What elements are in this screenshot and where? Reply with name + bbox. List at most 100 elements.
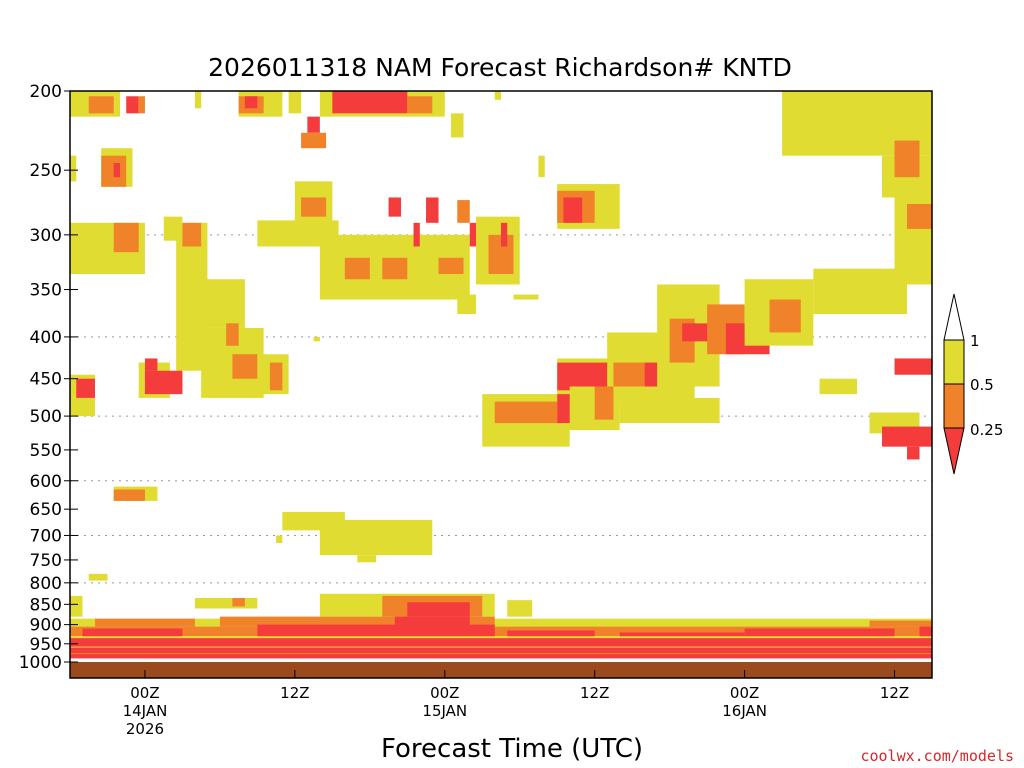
y-tick-label: 1000 <box>19 653 62 673</box>
heatmap-cell-red <box>70 648 1024 659</box>
heatmap-cell-red <box>426 197 438 222</box>
heatmap-cell-orange <box>770 300 801 333</box>
heatmap-cell-red <box>501 223 507 247</box>
heatmap-cell-yellow <box>1007 91 1019 105</box>
chart-title: 2026011318 NAM Forecast Richardson# KNTD <box>208 53 792 82</box>
heatmap-cell-yellow <box>813 269 907 314</box>
y-tick-label: 750 <box>30 551 62 571</box>
heatmap-cell-red <box>920 627 1024 639</box>
heatmap-cell-orange <box>1007 300 1019 319</box>
x-tick-label: 12Z <box>580 684 609 702</box>
heatmap-cell-orange <box>232 598 244 606</box>
heatmap-cell-orange <box>301 133 326 148</box>
heatmap-cell-orange <box>89 96 114 113</box>
heatmap-cell-yellow <box>314 337 320 341</box>
x-tick-label: 00Z <box>430 684 459 702</box>
x-tick-label: 12Z <box>280 684 309 702</box>
y-tick-label: 900 <box>30 616 62 636</box>
heatmap-cell-red <box>994 187 1024 258</box>
heatmap-cell-yellow <box>289 91 301 113</box>
x-tick-label: 16JAN <box>722 702 767 720</box>
heatmap-cell-orange <box>407 96 432 113</box>
x-tick-label: 12Z <box>880 684 909 702</box>
credit-link[interactable]: coolwx.com/models <box>860 747 1014 765</box>
y-tick-label: 450 <box>30 370 62 390</box>
heatmap-cell-yellow <box>820 379 857 394</box>
y-tick-label: 250 <box>30 161 62 181</box>
heatmap-cell-orange <box>182 223 201 247</box>
heatmap-cell-yellow <box>70 596 82 617</box>
heatmap-cell-yellow <box>320 520 432 555</box>
heatmap-cell-orange <box>988 187 1024 235</box>
heatmap-cell-red <box>145 358 157 370</box>
x-tick-label: 15JAN <box>422 702 467 720</box>
heatmap-cell-orange <box>382 258 407 280</box>
heatmap-cell-orange <box>439 258 464 274</box>
heatmap-cell-yellow <box>538 156 544 178</box>
y-tick-label: 650 <box>30 500 62 520</box>
heatmap-cell-orange <box>907 204 938 229</box>
y-tick-label: 200 <box>30 82 62 102</box>
heatmap-cell-yellow <box>495 91 501 100</box>
heatmap-cell-orange <box>345 258 370 280</box>
heatmap-cell-yellow <box>938 258 957 285</box>
y-tick-label: 950 <box>30 635 62 655</box>
y-tick-label: 300 <box>30 226 62 246</box>
heatmap-cell-red <box>882 427 932 447</box>
heatmap-cell-orange <box>895 141 920 178</box>
heatmap-cell-red <box>145 371 182 394</box>
heatmap-cell-yellow <box>89 574 108 581</box>
colorbar-label-0-5: 0.5 <box>970 376 994 394</box>
colorbar-bottom-arrow-red <box>944 428 964 474</box>
heatmap-cell-orange <box>1013 363 1024 375</box>
x-tick-label: 00Z <box>130 684 159 702</box>
heatmap-cell-yellow <box>507 600 532 617</box>
heatmap-cell-red <box>70 638 1024 647</box>
plot-background <box>70 91 932 662</box>
heatmap-cell-orange <box>495 402 557 424</box>
colorbar-top-arrow <box>944 294 964 340</box>
heatmap-cell-red <box>126 96 138 113</box>
heatmap-cell-red <box>907 447 919 460</box>
y-tick-label: 700 <box>30 526 62 546</box>
heatmap-cell-red <box>332 91 407 113</box>
heatmap-cell-red <box>76 379 95 398</box>
heatmap-cell-orange <box>95 619 195 627</box>
heatmap-cell-yellow <box>70 156 76 182</box>
y-axis: 200 250 300 350 400 450 500 550 600 650 700 750 8008… <box>19 82 78 673</box>
heatmap-cell-orange <box>226 323 238 345</box>
y-tick-label: 500 <box>30 407 62 427</box>
heatmap-cell-yellow <box>457 295 476 314</box>
heatmap-cell-yellow <box>357 555 376 562</box>
y-tick-label: 800 <box>30 574 62 594</box>
heatmap-cell-orange <box>70 653 1024 654</box>
heatmap-cell-red <box>563 197 582 222</box>
x-tick-label: 2026 <box>126 720 164 738</box>
colorbar-label-1: 1 <box>970 332 980 350</box>
plot-area <box>70 91 1024 678</box>
x-axis-label: Forecast Time (UTC) <box>381 734 643 764</box>
y-tick-label: 600 <box>30 472 62 492</box>
heatmap-cell-orange <box>944 223 981 269</box>
heatmap-cell-red <box>414 223 420 247</box>
ground-surface <box>70 662 932 678</box>
heatmap-cell-orange <box>870 621 945 627</box>
heatmap-cell-red <box>114 163 120 177</box>
heatmap-cell-yellow <box>70 647 1024 648</box>
heatmap-cell-red <box>1019 300 1024 319</box>
heatmap-cell-yellow <box>982 295 1024 328</box>
heatmap-cell-orange <box>982 621 1024 627</box>
heatmap-cell-red <box>1001 363 1013 375</box>
colorbar-swatch-yellow <box>944 340 964 384</box>
heatmap-cell-red <box>245 96 257 108</box>
heatmap-cell-orange <box>301 197 326 216</box>
heatmap-cell-yellow <box>451 113 463 137</box>
colorbar: 1 0.5 0.25 <box>944 294 1003 474</box>
heatmap-cell-yellow <box>195 91 201 108</box>
heatmap-cell-red <box>1019 375 1024 398</box>
heatmap-cell-yellow <box>620 398 720 423</box>
richardson-number-chart: 2026011318 NAM Forecast Richardson# KNTD… <box>0 0 1024 768</box>
heatmap-cell-orange <box>232 354 257 378</box>
heatmap-cell-yellow <box>189 279 245 328</box>
heatmap-cell-red <box>389 197 401 216</box>
